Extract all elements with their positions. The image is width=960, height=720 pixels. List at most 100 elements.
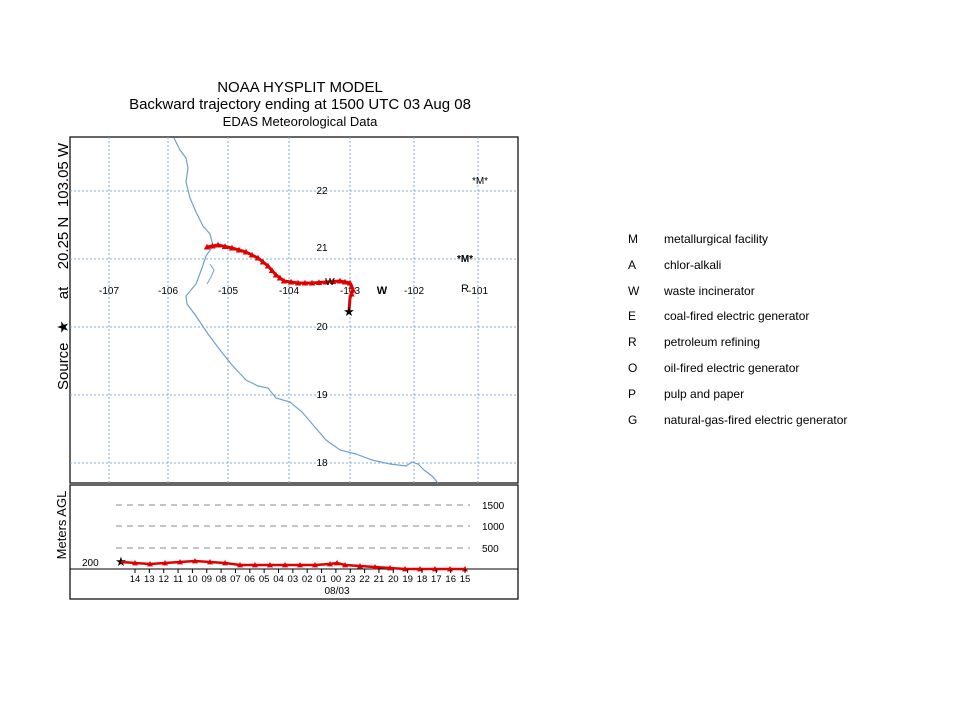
profile-height-label: 500: [482, 544, 499, 555]
profile-trajectory-marker: [372, 564, 378, 570]
trajectory-marker: [315, 279, 323, 286]
profile-trajectory-marker: [252, 562, 258, 568]
profile-time-label: 11: [173, 574, 183, 585]
legend-code: A: [628, 257, 637, 272]
source-at: at: [55, 286, 72, 299]
profile-time-labels: 14 13 12 11 10 09 08 07 06 05 04 03 02 01 00 23 22 21 20 19…: [130, 569, 471, 585]
title-line1: NOAA HYSPLIT MODEL: [217, 79, 383, 96]
profile-trajectory-marker: [447, 566, 453, 572]
legend-desc: metallurgical facility: [664, 232, 769, 246]
trajectory-marker: [287, 278, 295, 285]
trajectory-marker: [221, 243, 229, 250]
source-lon: 103.05 W: [55, 142, 72, 207]
legend-code: R: [628, 335, 637, 350]
map-grid: -107 -106 -105 -104 -103 -102 -101 22 21 20 19 18: [70, 137, 518, 483]
trajectory-marker: [348, 290, 355, 297]
source-prefix: Source: [55, 342, 72, 390]
legend-desc: chlor-alkali: [664, 257, 722, 272]
profile-trajectory-marker: [177, 559, 183, 565]
profile-trajectory-marker: [207, 559, 213, 565]
profile-trajectory-marker: [402, 566, 408, 572]
profile-time-label: 02: [302, 574, 313, 585]
profile-time-label: 22: [359, 574, 370, 585]
profile-time-label: 09: [201, 574, 212, 585]
profile-time-label: 23: [345, 574, 356, 585]
trajectory-marker: [214, 241, 222, 248]
lat-label: 19: [316, 390, 328, 401]
profile-frame: [69, 484, 519, 600]
legend-desc: oil-fired electric generator: [664, 360, 800, 375]
profile-trajectory-marker: [282, 562, 288, 568]
lon-label: -107: [99, 286, 119, 297]
trajectory-marker: [301, 279, 309, 286]
profile-start-height: 200: [82, 558, 99, 569]
profile-time-label: 13: [144, 574, 155, 585]
source-label: Source ★ at 20.25 N 103.05 W: [55, 142, 72, 390]
lon-label: -102: [404, 286, 424, 297]
profile-time-label: 15: [460, 574, 471, 585]
marker-r: R: [461, 283, 469, 295]
profile-ylabel-group: Meters AGL: [54, 491, 69, 560]
profile-trajectory-marker: [334, 560, 340, 566]
marker-m-mid: *M*: [457, 254, 473, 265]
profile-trajectory-marker: [357, 563, 363, 569]
legend-code: M: [628, 232, 638, 246]
profile-trajectory-marker: [462, 566, 468, 572]
profile-ylabel: Meters AGL: [54, 491, 69, 560]
profile-trajectory-marker: [267, 562, 273, 568]
profile-time-label: 20: [388, 574, 399, 585]
trajectory-marker: [272, 271, 280, 278]
profile-time-label: 14: [130, 574, 141, 585]
trajectory-marker: [209, 242, 216, 249]
map-frame: [69, 136, 519, 484]
marker-m-top: *M*: [472, 176, 488, 187]
profile-trajectory-marker: [132, 560, 138, 566]
lat-label: 21: [316, 243, 328, 254]
trajectory-marker: [329, 278, 337, 285]
profile-trajectory-marker: [162, 560, 168, 566]
coastline-north: [173, 137, 439, 484]
source-star-icon: ★: [55, 320, 72, 333]
profile-time-label: 05: [259, 574, 270, 585]
map-panel: -107 -106 -105 -104 -103 -102 -101 22 21 20 19 18 ★…: [69, 136, 519, 484]
lat-label: 20: [316, 322, 328, 333]
trajectory-marker: [248, 251, 256, 258]
lon-label: -105: [218, 286, 238, 297]
coastline-inlet: [206, 263, 215, 285]
profile-time-label: 08: [216, 574, 227, 585]
trajectory-marker: [322, 278, 330, 285]
profile-trajectory-marker: [387, 565, 393, 571]
trajectory-marker: [228, 244, 236, 251]
trajectory-marker: [264, 262, 272, 269]
lon-label: -106: [158, 286, 178, 297]
title-line2: Backward trajectory ending at 1500 UTC 0…: [129, 96, 471, 113]
trajectory-marker: [235, 246, 243, 253]
legend-desc: waste incinerator: [664, 283, 755, 298]
lon-label: -101: [468, 286, 488, 297]
profile-start-star-icon: ★: [115, 554, 127, 569]
title-line3: EDAS Meteorological Data: [223, 114, 378, 129]
legend-code: W: [628, 283, 640, 298]
lat-label: 22: [316, 186, 328, 197]
profile-time-label: 06: [245, 574, 256, 585]
trajectory-marker: [308, 279, 316, 286]
trajectory-marker: [242, 248, 250, 255]
legend-code: G: [628, 412, 638, 427]
profile-trajectory-marker: [147, 561, 153, 567]
profile-trajectory-marker: [297, 562, 303, 568]
legend-code: P: [628, 386, 637, 401]
profile-trajectory-marker: [192, 558, 198, 564]
legend-desc: pulp and paper: [664, 386, 745, 401]
legend-desc: natural-gas-fired electric generator: [664, 412, 848, 427]
trajectory-marker: [294, 279, 302, 286]
source-lat: 20.25 N: [55, 217, 72, 270]
trajectory-marker: [280, 277, 288, 284]
profile-height-label: 1500: [482, 501, 505, 512]
